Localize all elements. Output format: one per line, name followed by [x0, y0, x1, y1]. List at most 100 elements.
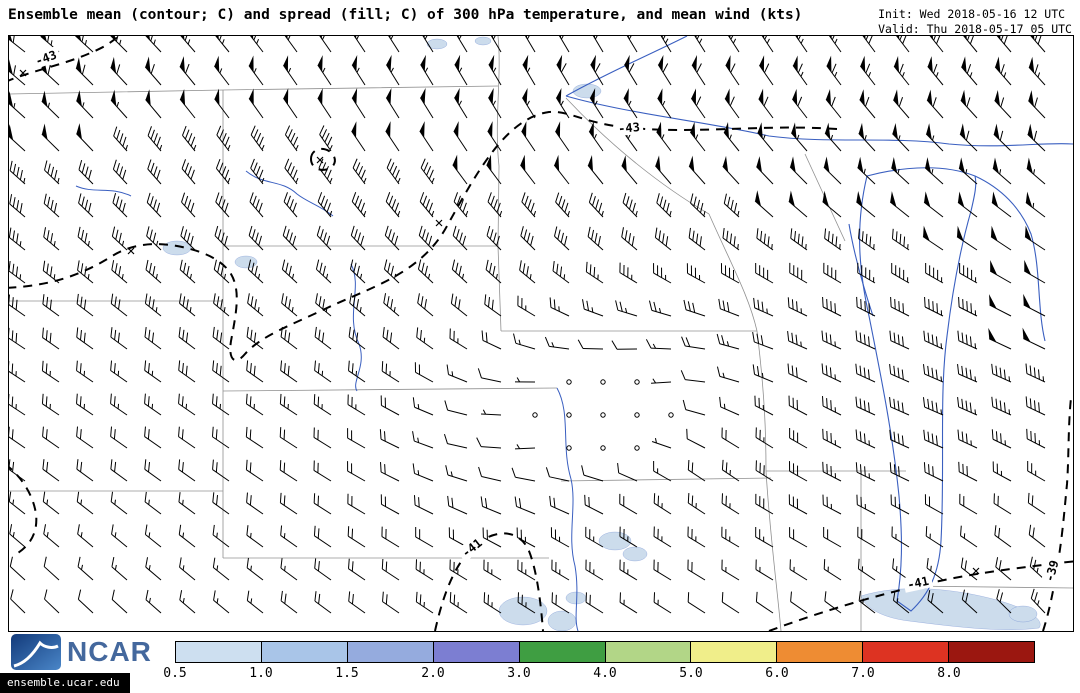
wind-barb: [453, 121, 468, 152]
wind-barb: [1023, 293, 1046, 317]
wind-barb: [9, 194, 26, 218]
wind-barb: [957, 364, 978, 383]
wind-barb: [214, 55, 230, 86]
wind-barb: [790, 122, 808, 152]
site-url: ensemble.ucar.edu: [0, 673, 130, 693]
wind-barb: [383, 293, 400, 317]
wind-barb: [212, 393, 230, 416]
wind-barb: [788, 395, 808, 416]
wind-barb: [41, 360, 60, 383]
wind-barb: [283, 192, 298, 218]
wind-barb: [600, 412, 606, 418]
wind-barb: [994, 89, 1012, 119]
wind-barb: [282, 55, 298, 86]
wind-barb: [822, 190, 842, 218]
wind-barb: [857, 558, 876, 581]
wind-barb: [413, 495, 434, 515]
wind-barb: [179, 259, 196, 284]
wind-barb: [657, 88, 672, 119]
contour-label: -43: [614, 118, 644, 137]
wind-barb: [721, 526, 740, 548]
wind-barb: [993, 493, 1012, 515]
wind-barb: [856, 296, 876, 317]
wind-barb: [789, 428, 808, 449]
wind-barb: [821, 330, 842, 350]
wind-barb: [566, 445, 572, 451]
wind-barb: [144, 426, 162, 449]
wind-barb: [419, 87, 434, 119]
wind-barb: [351, 121, 366, 152]
wind-barb: [478, 466, 502, 482]
wind-barb: [456, 36, 468, 53]
wind-barb: [855, 363, 876, 383]
wind-barb: [417, 259, 434, 284]
wind-barb: [923, 330, 944, 350]
contour-x-mark: [127, 247, 135, 255]
wind-barb: [481, 330, 502, 350]
title-bar: Ensemble mean (contour; C) and spread (f…: [0, 0, 1080, 36]
wind-barb: [9, 124, 26, 152]
wind-barb: [445, 465, 468, 482]
wind-barb: [280, 590, 298, 614]
wind-barb: [280, 525, 298, 548]
wind-barb: [989, 294, 1012, 317]
wind-barb: [896, 36, 910, 53]
wind-barb: [178, 492, 196, 515]
wind-barb: [634, 412, 640, 418]
wind-barb: [382, 591, 400, 614]
wind-barb: [522, 54, 536, 86]
wind-barb: [414, 362, 434, 383]
wind-barb: [9, 91, 26, 119]
wind-barb: [681, 336, 706, 350]
wind-barb: [420, 158, 435, 185]
wind-barb: [9, 36, 26, 53]
wind-barb: [855, 462, 876, 482]
wind-barb: [77, 589, 94, 614]
wind-barb: [347, 428, 366, 449]
wind-barb: [687, 526, 706, 548]
ncar-logo: [11, 634, 61, 670]
wind-barb: [486, 154, 502, 185]
wind-barb: [788, 494, 808, 515]
wind-barb: [789, 262, 808, 284]
wind-barb: [484, 294, 502, 317]
wind-barb: [110, 293, 128, 317]
wind-barb: [279, 492, 298, 515]
wind-barb: [755, 526, 774, 548]
wind-barb: [752, 364, 774, 383]
wind-barb: [78, 193, 94, 218]
colorbar-segment: [176, 642, 262, 662]
wind-barb: [514, 496, 536, 515]
wind-barb: [795, 36, 808, 53]
wind-barb: [623, 88, 638, 119]
wind-barb: [617, 462, 638, 482]
wind-barb: [521, 121, 536, 152]
wind-barb: [656, 121, 672, 152]
wind-barb: [619, 262, 638, 284]
wind-barb: [961, 589, 978, 614]
wind-barb: [592, 36, 604, 53]
wind-barb: [689, 121, 706, 152]
wind-barb: [250, 158, 265, 185]
wind-barb: [110, 89, 128, 119]
wind-barb: [111, 589, 128, 614]
wind-barb: [566, 412, 572, 418]
wind-barb: [385, 121, 400, 152]
wind-barb: [822, 296, 842, 317]
wind-barb: [147, 126, 163, 152]
wind-barb: [721, 427, 740, 449]
wind-barb: [524, 36, 536, 53]
wind-barb: [317, 88, 332, 119]
colorbar-tick-label: 1.0: [249, 666, 273, 681]
contour-x-marks-layer: [19, 69, 980, 575]
wind-barb: [758, 88, 774, 119]
wind-barb: [281, 259, 298, 284]
wind-barb: [215, 36, 230, 53]
wind-barb: [549, 495, 570, 515]
wind-barb: [521, 87, 536, 119]
wind-barb: [585, 261, 604, 284]
wind-barb: [517, 592, 536, 614]
wind-barb: [892, 89, 910, 119]
wind-barb: [754, 190, 774, 218]
wind-barb: [624, 54, 638, 86]
